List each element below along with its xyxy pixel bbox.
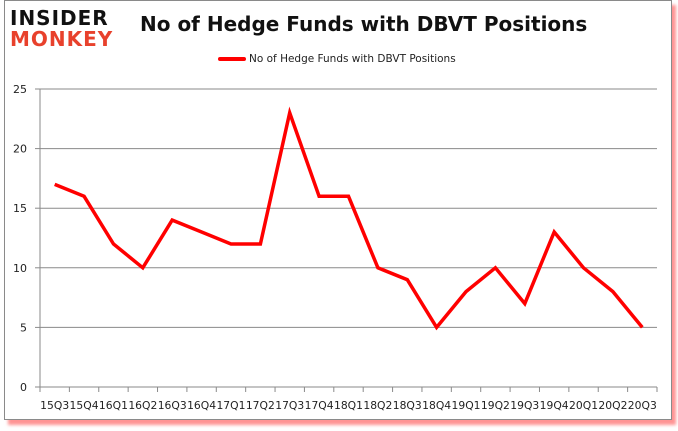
x-tick-label: 18Q3 (393, 400, 422, 412)
y-tick-label: 25 (13, 83, 27, 96)
y-axis-ticks: 0 5 10 15 20 25 (13, 83, 27, 394)
chart-title: No of Hedge Funds with DBVT Positions (140, 12, 588, 36)
x-tick-label: 17Q3 (275, 400, 304, 412)
x-tick-label: 15Q3 (40, 400, 69, 412)
y-tick-label: 5 (20, 321, 27, 334)
series-line (54, 106, 644, 331)
x-tick-label: 16Q3 (158, 400, 187, 412)
insider-monkey-logo: INSIDER MONKEY (10, 8, 130, 49)
x-tick-label: 15Q4 (70, 400, 99, 412)
legend-line-swatch-icon (218, 57, 246, 61)
x-tick-label: 19Q1 (452, 400, 481, 412)
x-tick-label: 20Q3 (628, 400, 657, 412)
x-tick-label: 20Q2 (598, 400, 627, 412)
x-tick-label: 16Q1 (99, 400, 128, 412)
x-tick-label: 18Q4 (422, 400, 451, 412)
x-tick-label: 18Q2 (363, 400, 392, 412)
y-tick-label: 0 (20, 381, 27, 394)
x-axis-ticks: 15Q3 15Q4 16Q1 16Q2 16Q3 16Q4 17Q1 17Q2 17Q3 17Q4… (40, 400, 657, 412)
x-tick-label: 19Q2 (481, 400, 510, 412)
logo-line-1: INSIDER (10, 6, 109, 30)
chart-frame (4, 0, 672, 420)
x-tick-label: 18Q1 (334, 400, 363, 412)
y-tick-label: 15 (13, 202, 27, 215)
logo-line-2: MONKEY (10, 27, 114, 51)
x-tick-label: 16Q4 (187, 400, 216, 412)
x-tick-label: 17Q2 (246, 400, 275, 412)
x-tick-label: 17Q1 (216, 400, 245, 412)
chart-legend: No of Hedge Funds with DBVT Positions (218, 53, 456, 65)
y-tick-label: 20 (13, 143, 27, 156)
gridlines (40, 88, 657, 328)
legend-label: No of Hedge Funds with DBVT Positions (249, 53, 456, 65)
axes (35, 88, 658, 392)
x-tick-label: 19Q3 (510, 400, 539, 412)
x-tick-label: 17Q4 (305, 400, 334, 412)
x-tick-label: 20Q1 (569, 400, 598, 412)
y-tick-label: 10 (13, 262, 27, 275)
x-tick-label: 19Q4 (540, 400, 569, 412)
x-tick-label: 16Q2 (128, 400, 157, 412)
